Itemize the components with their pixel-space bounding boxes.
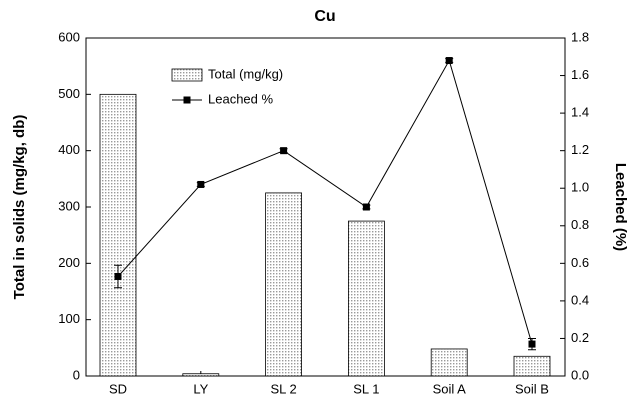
y2-axis-label: Leached (%) [612,163,629,251]
y-tick-label: 100 [58,311,80,326]
marker [528,340,536,348]
marker [114,272,122,280]
marker [362,203,370,211]
y-tick-label: 0 [73,367,80,382]
y2-tick-label: 1.0 [571,180,589,195]
y-tick-label: 300 [58,198,80,213]
bar [99,93,137,377]
x-tick-label: Soil B [515,381,549,396]
chart-title: Cu [314,8,335,25]
y-tick-label: 500 [58,86,80,101]
marker [197,180,205,188]
bar [265,192,303,377]
marker [445,57,453,65]
y2-tick-label: 0.4 [571,292,589,307]
x-tick-label: SL 1 [353,381,379,396]
bar [182,373,220,377]
x-tick-label: SL 2 [270,381,296,396]
y-axis-label: Total in solids (mg/kg, db) [11,115,28,300]
y2-tick-label: 1.2 [571,142,589,157]
line [117,59,533,345]
y2-tick-label: 1.4 [571,105,589,120]
legend-swatch [171,68,203,82]
legend-label: Total (mg/kg) [208,66,283,81]
y2-tick-label: 0.0 [571,367,589,382]
x-tick-label: Soil A [433,381,467,396]
y-tick-label: 600 [58,29,80,44]
x-tick-label: LY [193,381,208,396]
bar [430,348,468,377]
y-tick-label: 200 [58,255,80,270]
x-tick-label: SD [109,381,127,396]
y2-tick-label: 0.8 [571,217,589,232]
y-tick-label: 400 [58,142,80,157]
y2-tick-label: 0.6 [571,255,589,270]
y2-tick-label: 1.8 [571,29,589,44]
legend-label: Leached % [208,91,273,106]
y2-tick-label: 0.2 [571,330,589,345]
bar [513,355,551,377]
y2-tick-label: 1.6 [571,67,589,82]
legend-swatch [183,96,191,104]
plot-frame [85,37,566,377]
marker [280,147,288,155]
bar [347,220,385,377]
